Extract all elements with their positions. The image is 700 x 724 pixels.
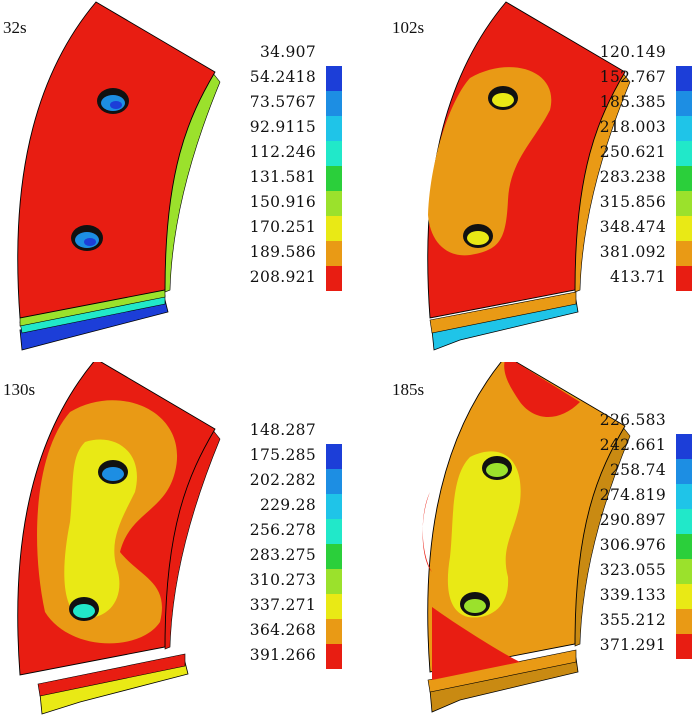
legend-value: 112.246: [249, 143, 316, 161]
legend-value: 371.291: [599, 636, 666, 654]
legend-value: 148.287: [249, 421, 316, 439]
color-legend: 120.149 152.767 185.385 218.003 250.621 …: [562, 43, 692, 328]
legend-value: 283.238: [599, 168, 666, 186]
panel-102s: 102s 120.149 152.767 185.385 218.003 250…: [350, 0, 700, 362]
color-legend: 148.287 175.285 202.282 229.28 256.278 2…: [210, 421, 342, 706]
legend-value: 208.921: [249, 268, 316, 286]
legend-value: 54.2418: [249, 68, 316, 86]
legend-value: 152.767: [599, 68, 666, 86]
legend-value: 218.003: [599, 118, 666, 136]
pad-contour-102s: [427, 1, 631, 351]
legend-value: 283.275: [249, 546, 316, 564]
legend-value: 310.273: [249, 571, 316, 589]
legend-value: 355.212: [599, 611, 666, 629]
legend-value: 175.285: [249, 446, 316, 464]
legend-value: 339.133: [599, 586, 666, 604]
legend-value: 226.583: [599, 411, 666, 429]
legend-color-bar: [676, 66, 692, 291]
time-label: 102s: [392, 18, 425, 37]
legend-color-bar: [326, 66, 342, 291]
legend-value: 170.251: [249, 218, 316, 236]
legend-color-bar: [676, 434, 692, 659]
legend-value: 229.28: [259, 496, 316, 514]
legend-value: 381.092: [599, 243, 666, 261]
legend-value: 250.621: [599, 143, 666, 161]
legend-value: 315.856: [599, 193, 666, 211]
legend-value: 306.976: [599, 536, 666, 554]
pad-contour-185s: [422, 362, 631, 713]
legend-color-bar: [326, 444, 342, 669]
legend-value: 131.581: [249, 168, 316, 186]
legend-value: 290.897: [599, 511, 666, 529]
pad-contour-130s: [17, 362, 221, 715]
time-label: 185s: [392, 380, 425, 399]
time-label: 32s: [3, 18, 27, 37]
legend-value: 73.5767: [249, 93, 316, 111]
legend-value: 202.282: [249, 471, 316, 489]
legend-value: 274.819: [599, 486, 666, 504]
legend-value: 413.71: [609, 268, 666, 286]
legend-value: 391.266: [249, 646, 316, 664]
time-label: 130s: [3, 380, 36, 399]
legend-value: 258.74: [609, 461, 666, 479]
legend-value: 337.271: [249, 596, 316, 614]
legend-value: 92.9115: [249, 118, 316, 136]
legend-value: 189.586: [249, 243, 316, 261]
legend-value: 323.055: [599, 561, 666, 579]
panel-185s: 185s 226.583 242.661 258.74 274.819 290.…: [350, 362, 700, 724]
legend-value: 348.474: [599, 218, 666, 236]
legend-value: 185.385: [599, 93, 666, 111]
legend-value: 256.278: [249, 521, 316, 539]
pad-contour-32s: [17, 1, 221, 351]
legend-value: 34.907: [259, 43, 316, 61]
legend-value: 364.268: [249, 621, 316, 639]
legend-value: 120.149: [599, 43, 666, 61]
color-legend: 226.583 242.661 258.74 274.819 290.897 3…: [562, 411, 692, 696]
panel-130s: 130s 148.287 175.285 202.282 229.28 256.…: [0, 362, 350, 724]
color-legend: 34.907 54.2418 73.5767 92.9115 112.246 1…: [210, 43, 342, 328]
panel-32s: 32s 34.907 54.2418 73.5767 92.9115 112.2…: [0, 0, 350, 362]
legend-value: 242.661: [599, 436, 666, 454]
legend-value: 150.916: [249, 193, 316, 211]
